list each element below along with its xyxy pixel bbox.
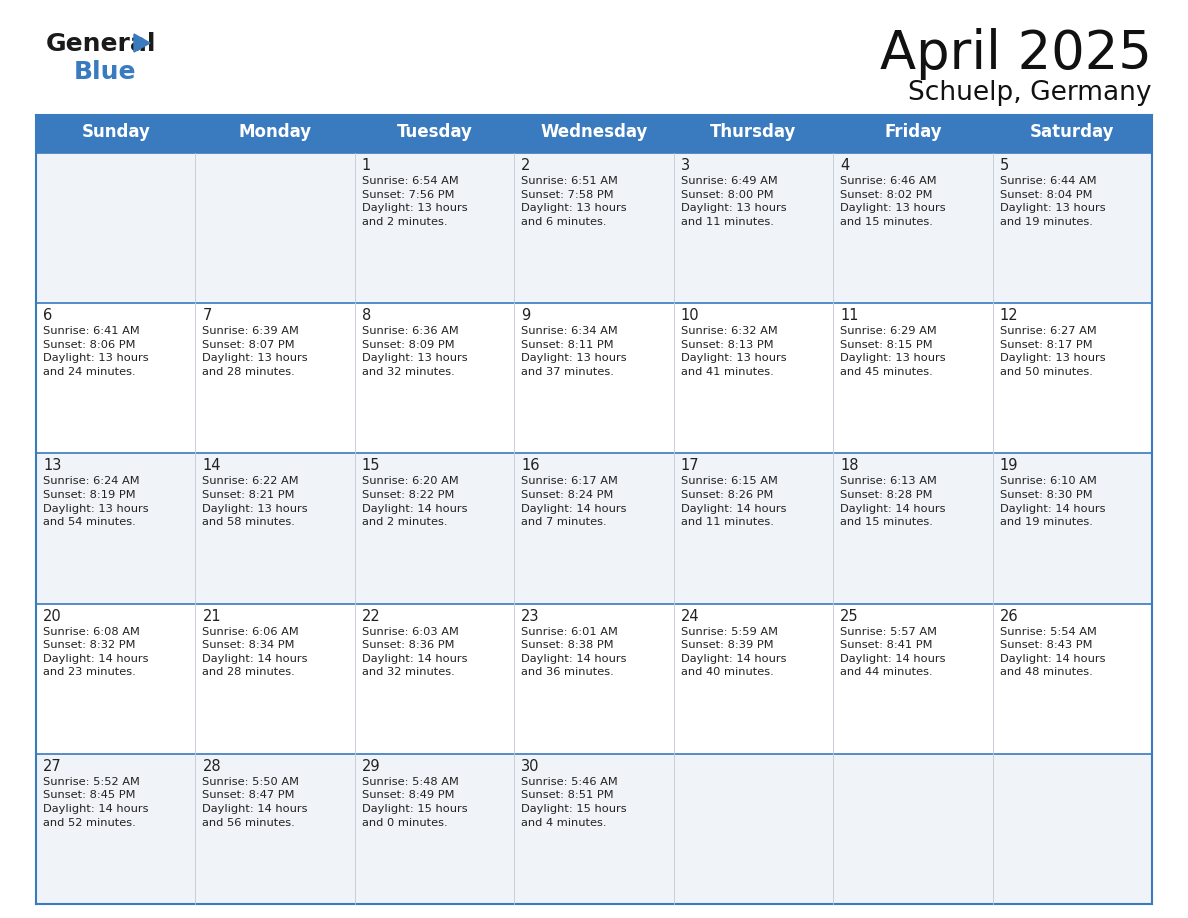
Text: Sunrise: 6:36 AM
Sunset: 8:09 PM
Daylight: 13 hours
and 32 minutes.: Sunrise: 6:36 AM Sunset: 8:09 PM Dayligh…	[362, 326, 468, 377]
Text: 17: 17	[681, 458, 700, 474]
Text: 1: 1	[362, 158, 371, 173]
Text: Sunrise: 5:54 AM
Sunset: 8:43 PM
Daylight: 14 hours
and 48 minutes.: Sunrise: 5:54 AM Sunset: 8:43 PM Dayligh…	[999, 627, 1105, 677]
Bar	[36, 115, 1152, 153]
Text: 2: 2	[522, 158, 531, 173]
Text: 9: 9	[522, 308, 531, 323]
Text: Friday: Friday	[884, 123, 942, 141]
Text: Sunrise: 6:51 AM
Sunset: 7:58 PM
Daylight: 13 hours
and 6 minutes.: Sunrise: 6:51 AM Sunset: 7:58 PM Dayligh…	[522, 176, 627, 227]
Text: 14: 14	[202, 458, 221, 474]
Polygon shape	[134, 34, 150, 52]
Text: Sunrise: 6:34 AM
Sunset: 8:11 PM
Daylight: 13 hours
and 37 minutes.: Sunrise: 6:34 AM Sunset: 8:11 PM Dayligh…	[522, 326, 627, 377]
Text: Sunday: Sunday	[81, 123, 150, 141]
Text: Monday: Monday	[239, 123, 311, 141]
Text: 20: 20	[43, 609, 62, 623]
Text: Sunrise: 6:10 AM
Sunset: 8:30 PM
Daylight: 14 hours
and 19 minutes.: Sunrise: 6:10 AM Sunset: 8:30 PM Dayligh…	[999, 476, 1105, 527]
Text: Sunrise: 6:22 AM
Sunset: 8:21 PM
Daylight: 13 hours
and 58 minutes.: Sunrise: 6:22 AM Sunset: 8:21 PM Dayligh…	[202, 476, 308, 527]
Text: 8: 8	[362, 308, 371, 323]
Text: 22: 22	[362, 609, 380, 623]
Bar	[36, 303, 1152, 453]
Text: Saturday: Saturday	[1030, 123, 1114, 141]
Text: Sunrise: 6:24 AM
Sunset: 8:19 PM
Daylight: 13 hours
and 54 minutes.: Sunrise: 6:24 AM Sunset: 8:19 PM Dayligh…	[43, 476, 148, 527]
Text: 16: 16	[522, 458, 539, 474]
Text: 13: 13	[43, 458, 62, 474]
Text: 25: 25	[840, 609, 859, 623]
Text: Sunrise: 6:46 AM
Sunset: 8:02 PM
Daylight: 13 hours
and 15 minutes.: Sunrise: 6:46 AM Sunset: 8:02 PM Dayligh…	[840, 176, 946, 227]
Text: Sunrise: 6:27 AM
Sunset: 8:17 PM
Daylight: 13 hours
and 50 minutes.: Sunrise: 6:27 AM Sunset: 8:17 PM Dayligh…	[999, 326, 1105, 377]
Text: Sunrise: 6:20 AM
Sunset: 8:22 PM
Daylight: 14 hours
and 2 minutes.: Sunrise: 6:20 AM Sunset: 8:22 PM Dayligh…	[362, 476, 467, 527]
Text: 27: 27	[43, 759, 62, 774]
Bar	[36, 453, 1152, 604]
Bar	[36, 604, 1152, 754]
Text: 4: 4	[840, 158, 849, 173]
Text: Sunrise: 5:50 AM
Sunset: 8:47 PM
Daylight: 14 hours
and 56 minutes.: Sunrise: 5:50 AM Sunset: 8:47 PM Dayligh…	[202, 777, 308, 828]
Text: 19: 19	[999, 458, 1018, 474]
Text: 3: 3	[681, 158, 690, 173]
Text: 10: 10	[681, 308, 700, 323]
Text: 7: 7	[202, 308, 211, 323]
Text: Sunrise: 5:52 AM
Sunset: 8:45 PM
Daylight: 14 hours
and 52 minutes.: Sunrise: 5:52 AM Sunset: 8:45 PM Dayligh…	[43, 777, 148, 828]
Text: Thursday: Thursday	[710, 123, 797, 141]
Text: 5: 5	[999, 158, 1009, 173]
Text: Sunrise: 6:29 AM
Sunset: 8:15 PM
Daylight: 13 hours
and 45 minutes.: Sunrise: 6:29 AM Sunset: 8:15 PM Dayligh…	[840, 326, 946, 377]
Text: 23: 23	[522, 609, 539, 623]
Text: Sunrise: 6:01 AM
Sunset: 8:38 PM
Daylight: 14 hours
and 36 minutes.: Sunrise: 6:01 AM Sunset: 8:38 PM Dayligh…	[522, 627, 627, 677]
Text: Sunrise: 6:54 AM
Sunset: 7:56 PM
Daylight: 13 hours
and 2 minutes.: Sunrise: 6:54 AM Sunset: 7:56 PM Dayligh…	[362, 176, 468, 227]
Text: 26: 26	[999, 609, 1018, 623]
Text: Sunrise: 6:17 AM
Sunset: 8:24 PM
Daylight: 14 hours
and 7 minutes.: Sunrise: 6:17 AM Sunset: 8:24 PM Dayligh…	[522, 476, 627, 527]
Text: Sunrise: 6:44 AM
Sunset: 8:04 PM
Daylight: 13 hours
and 19 minutes.: Sunrise: 6:44 AM Sunset: 8:04 PM Dayligh…	[999, 176, 1105, 227]
Text: Sunrise: 6:06 AM
Sunset: 8:34 PM
Daylight: 14 hours
and 28 minutes.: Sunrise: 6:06 AM Sunset: 8:34 PM Dayligh…	[202, 627, 308, 677]
Text: Sunrise: 6:49 AM
Sunset: 8:00 PM
Daylight: 13 hours
and 11 minutes.: Sunrise: 6:49 AM Sunset: 8:00 PM Dayligh…	[681, 176, 786, 227]
Text: General: General	[46, 32, 157, 56]
Text: 15: 15	[362, 458, 380, 474]
Text: 24: 24	[681, 609, 700, 623]
Text: 12: 12	[999, 308, 1018, 323]
Text: 30: 30	[522, 759, 539, 774]
Text: Tuesday: Tuesday	[397, 123, 473, 141]
Text: 18: 18	[840, 458, 859, 474]
Text: Sunrise: 6:13 AM
Sunset: 8:28 PM
Daylight: 14 hours
and 15 minutes.: Sunrise: 6:13 AM Sunset: 8:28 PM Dayligh…	[840, 476, 946, 527]
Text: Sunrise: 5:57 AM
Sunset: 8:41 PM
Daylight: 14 hours
and 44 minutes.: Sunrise: 5:57 AM Sunset: 8:41 PM Dayligh…	[840, 627, 946, 677]
Text: Sunrise: 5:59 AM
Sunset: 8:39 PM
Daylight: 14 hours
and 40 minutes.: Sunrise: 5:59 AM Sunset: 8:39 PM Dayligh…	[681, 627, 786, 677]
Text: 29: 29	[362, 759, 380, 774]
Text: Sunrise: 6:32 AM
Sunset: 8:13 PM
Daylight: 13 hours
and 41 minutes.: Sunrise: 6:32 AM Sunset: 8:13 PM Dayligh…	[681, 326, 786, 377]
Text: Blue: Blue	[74, 60, 137, 84]
Text: Sunrise: 5:48 AM
Sunset: 8:49 PM
Daylight: 15 hours
and 0 minutes.: Sunrise: 5:48 AM Sunset: 8:49 PM Dayligh…	[362, 777, 468, 828]
Text: Sunrise: 5:46 AM
Sunset: 8:51 PM
Daylight: 15 hours
and 4 minutes.: Sunrise: 5:46 AM Sunset: 8:51 PM Dayligh…	[522, 777, 627, 828]
Text: April 2025: April 2025	[880, 28, 1152, 80]
Text: Sunrise: 6:03 AM
Sunset: 8:36 PM
Daylight: 14 hours
and 32 minutes.: Sunrise: 6:03 AM Sunset: 8:36 PM Dayligh…	[362, 627, 467, 677]
Text: Wednesday: Wednesday	[541, 123, 647, 141]
Text: 6: 6	[43, 308, 52, 323]
Text: Schuelp, Germany: Schuelp, Germany	[909, 80, 1152, 106]
Bar	[36, 153, 1152, 303]
Text: Sunrise: 6:41 AM
Sunset: 8:06 PM
Daylight: 13 hours
and 24 minutes.: Sunrise: 6:41 AM Sunset: 8:06 PM Dayligh…	[43, 326, 148, 377]
Text: Sunrise: 6:08 AM
Sunset: 8:32 PM
Daylight: 14 hours
and 23 minutes.: Sunrise: 6:08 AM Sunset: 8:32 PM Dayligh…	[43, 627, 148, 677]
Text: Sunrise: 6:15 AM
Sunset: 8:26 PM
Daylight: 14 hours
and 11 minutes.: Sunrise: 6:15 AM Sunset: 8:26 PM Dayligh…	[681, 476, 786, 527]
Text: 11: 11	[840, 308, 859, 323]
Text: Sunrise: 6:39 AM
Sunset: 8:07 PM
Daylight: 13 hours
and 28 minutes.: Sunrise: 6:39 AM Sunset: 8:07 PM Dayligh…	[202, 326, 308, 377]
Text: 21: 21	[202, 609, 221, 623]
Bar	[36, 754, 1152, 904]
Text: 28: 28	[202, 759, 221, 774]
